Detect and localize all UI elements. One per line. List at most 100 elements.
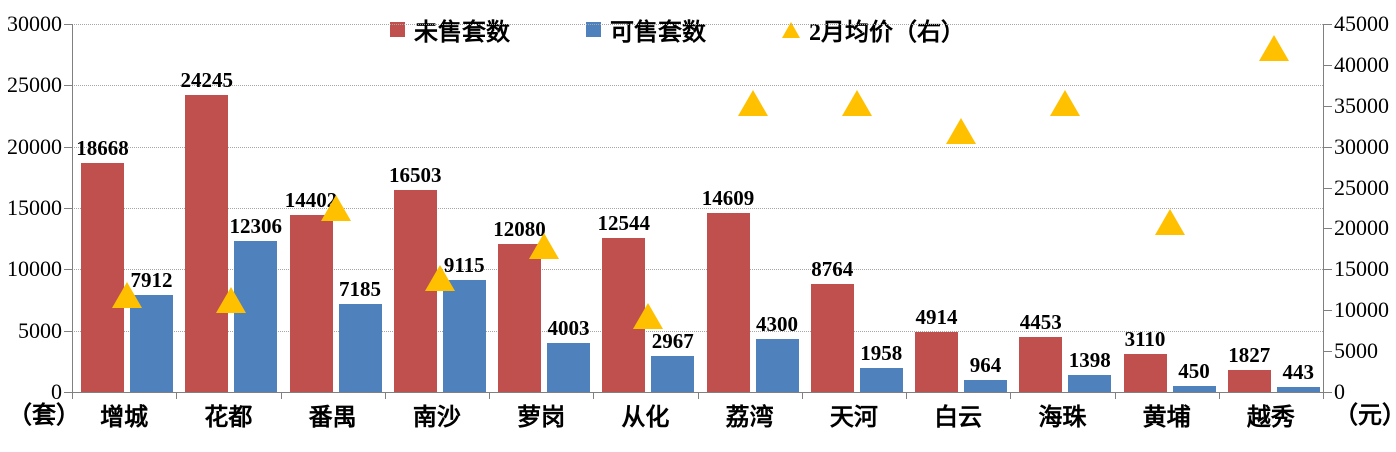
right-axis-tick-label: 15000: [1334, 256, 1389, 282]
available-bar: [1068, 374, 1112, 392]
left-axis-tick: [64, 24, 72, 25]
right-axis-tick-label: 0: [1334, 379, 1345, 404]
unsold-bar-value-label: 16503: [389, 162, 442, 187]
unsold-bar: [289, 215, 333, 392]
left-axis-tick: [64, 269, 72, 271]
unsold-bar: [706, 212, 750, 392]
available-bar: [964, 380, 1007, 392]
available-bar: [1172, 386, 1216, 392]
chart-legend: 未售套数 可售套数 2月均价（右）: [390, 12, 965, 47]
price-triangle-marker: [841, 90, 872, 117]
unsold-bar: [1123, 353, 1167, 392]
available-bar-value-label: 4003: [547, 315, 590, 340]
left-axis-tick: [64, 330, 72, 332]
available-bar: [442, 280, 486, 392]
left-axis-tick: [64, 146, 72, 148]
category-label: 海珠: [1038, 405, 1087, 431]
plot-gridline: [72, 85, 1323, 87]
unsold-bar-value-label: 12544: [597, 211, 651, 236]
category-label: 南沙: [412, 405, 461, 431]
right-axis-tick: [1324, 269, 1332, 271]
legend-label-price: 2月均价（右）: [809, 20, 965, 46]
left-axis-unit-label: （套）: [8, 403, 80, 429]
unsold-bar-value-label: 8764: [811, 257, 854, 282]
available-bar-value-label: 1958: [860, 340, 903, 365]
left-axis-tick: [64, 208, 72, 209]
x-axis-tick: [1218, 392, 1220, 399]
unsold-bar: [81, 163, 124, 392]
x-axis-tick: [176, 392, 178, 399]
right-axis-tick-label: 10000: [1334, 297, 1389, 323]
unsold-bar: [810, 284, 854, 392]
x-axis-tick: [1114, 392, 1116, 399]
right-axis-tick: [1324, 146, 1332, 148]
price-triangle-marker: [529, 232, 559, 259]
category-label: 番禺: [308, 405, 357, 431]
x-axis-tick: [1010, 392, 1012, 399]
unsold-bar-value-label: 18668: [76, 136, 129, 160]
left-axis-tick-label: 0: [51, 379, 62, 404]
unsold-bar-value-label: 4453: [1019, 310, 1062, 335]
available-bar-value-label: 7185: [339, 276, 381, 301]
unsold-bar: [915, 331, 958, 392]
right-axis-tick: [1324, 310, 1332, 312]
unsold-bar: [1227, 369, 1271, 392]
price-triangle-marker: [320, 195, 351, 221]
right-axis-tick: [1324, 64, 1332, 66]
right-axis-tick: [1324, 351, 1332, 353]
legend-label-available: 可售套数: [610, 20, 706, 46]
unsold-bar: [1019, 337, 1063, 392]
available-bar-value-label: 4300: [756, 312, 798, 337]
right-axis-tick-label: 5000: [1334, 338, 1378, 364]
legend-label-unsold: 未售套数: [414, 20, 510, 46]
left-axis-tick-label: 10000: [7, 256, 62, 282]
plot-gridline: [72, 146, 1323, 148]
unsold-bar-value-label: 1827: [1228, 342, 1271, 367]
price-legend-triangle-icon: [782, 21, 800, 38]
available-bar: [234, 241, 278, 392]
available-bar: [755, 339, 799, 392]
right-axis-tick-label: 35000: [1334, 92, 1389, 118]
left-axis-line: [72, 24, 73, 393]
unsold-bar-value-label: 24245: [180, 67, 234, 92]
left-axis-tick: [64, 392, 72, 393]
price-triangle-marker: [1154, 208, 1185, 235]
available-bar: [651, 355, 695, 392]
left-axis-tick-label: 5000: [18, 317, 62, 343]
price-triangle-marker: [737, 90, 768, 117]
unsold-bar-value-label: 4914: [915, 304, 958, 329]
x-axis-tick: [72, 392, 73, 399]
plot-gridline: [72, 269, 1323, 271]
right-axis-unit-label: （元）: [1334, 403, 1396, 429]
price-triangle-marker: [1258, 34, 1289, 61]
right-axis-tick: [1324, 105, 1332, 107]
right-axis-tick-label: 45000: [1334, 11, 1389, 36]
price-triangle-marker: [1050, 89, 1081, 116]
left-axis-tick-label: 25000: [7, 72, 62, 98]
right-axis-tick-label: 40000: [1334, 51, 1389, 77]
unsold-legend-square-icon: [390, 22, 405, 37]
price-triangle-marker: [633, 302, 664, 329]
left-axis-tick-label: 30000: [7, 11, 62, 36]
category-label: 荔湾: [725, 405, 774, 431]
left-axis-tick-label: 20000: [7, 133, 62, 159]
available-bar: [547, 342, 590, 392]
plot-gridline: [72, 330, 1323, 332]
right-axis-tick-label: 20000: [1334, 215, 1389, 241]
right-axis-tick: [1324, 24, 1332, 25]
category-label: 黄埔: [1142, 405, 1191, 431]
x-axis-tick: [1323, 392, 1324, 399]
category-label: 萝岗: [517, 405, 566, 431]
available-bar-value-label: 1398: [1068, 347, 1111, 372]
left-axis-tick: [64, 85, 72, 87]
price-triangle-marker: [424, 265, 455, 292]
unsold-bar: [185, 94, 229, 392]
available-bar-value-label: 450: [1178, 359, 1210, 384]
right-axis-tick-label: 30000: [1334, 133, 1389, 159]
left-axis-tick-label: 15000: [7, 195, 62, 220]
available-bar-value-label: 12306: [229, 214, 283, 239]
available-bar: [338, 303, 382, 392]
category-label: 天河: [829, 405, 878, 431]
available-bar: [1276, 386, 1320, 392]
available-bar: [859, 367, 903, 392]
